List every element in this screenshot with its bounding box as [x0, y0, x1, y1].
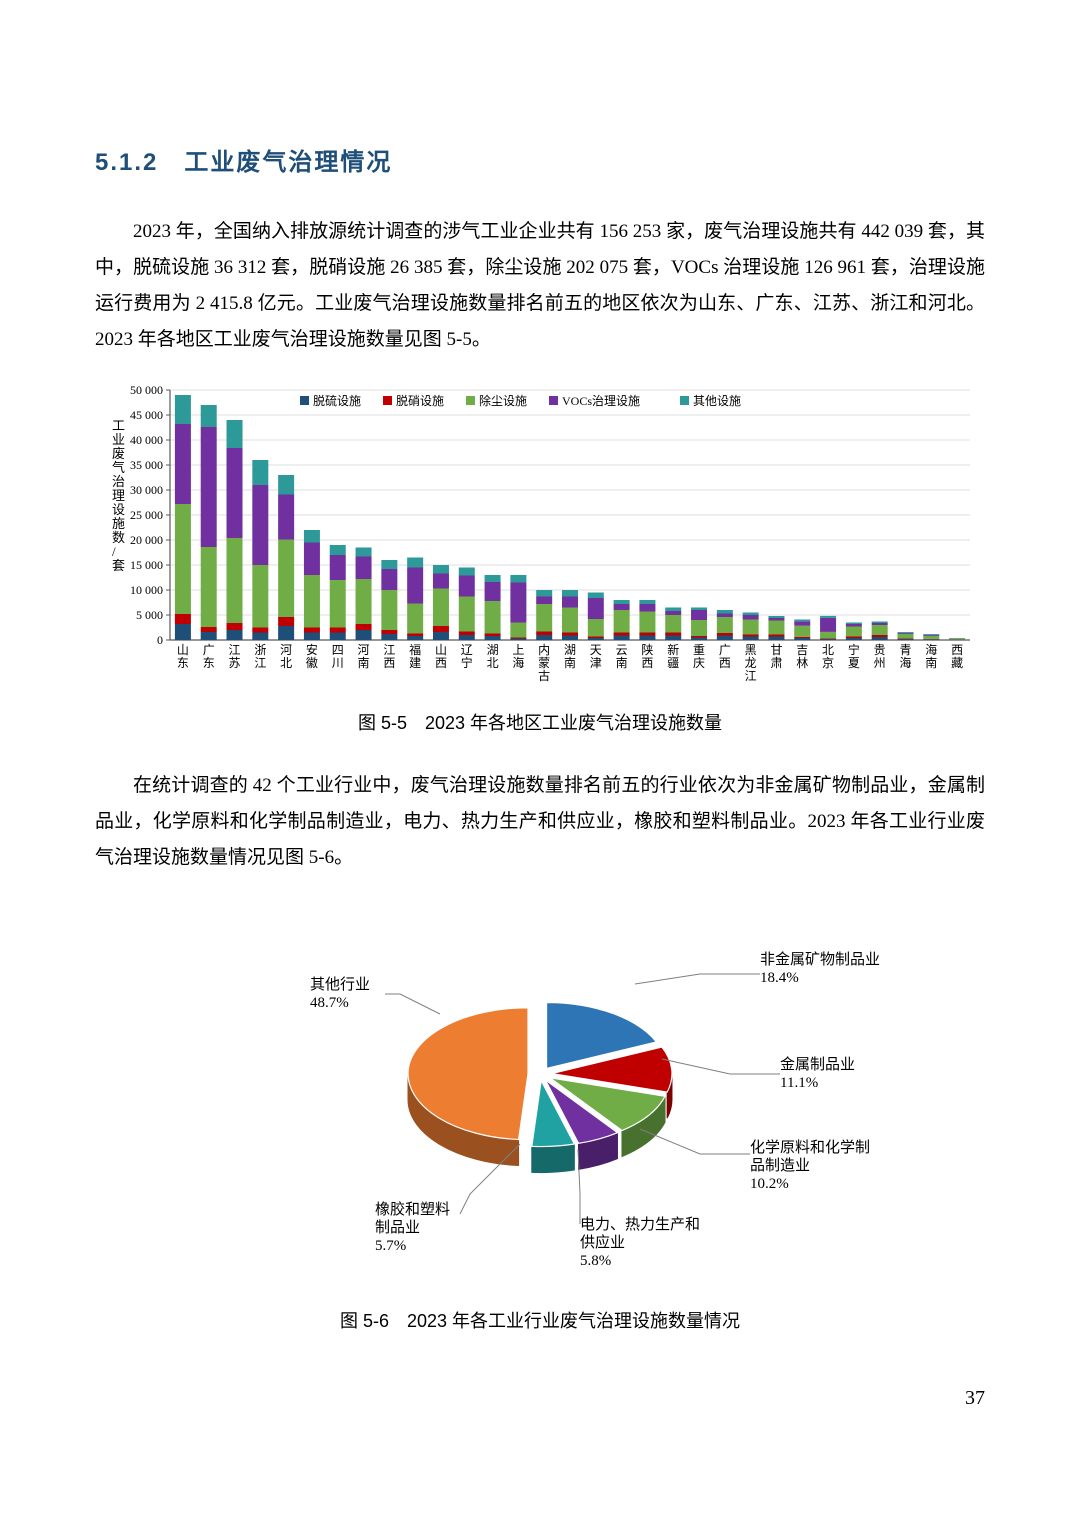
svg-text:山西: 山西 — [435, 643, 447, 670]
svg-text:黑龙江: 黑龙江 — [745, 643, 757, 683]
svg-text:非金属矿物制品业18.4%: 非金属矿物制品业18.4% — [760, 951, 880, 986]
svg-text:新疆: 新疆 — [667, 642, 679, 670]
section-heading: 5.1.2 工业废气治理情况 — [95, 140, 985, 186]
paragraph-1: 2023 年，全国纳入排放源统计调查的涉气工业企业共有 156 253 家，废气… — [95, 214, 985, 358]
svg-text:江西: 江西 — [383, 643, 395, 670]
svg-text:西藏: 西藏 — [951, 643, 963, 670]
svg-text:0: 0 — [157, 633, 163, 647]
svg-text:浙江: 浙江 — [254, 643, 266, 670]
svg-text:45 000: 45 000 — [130, 408, 163, 422]
svg-text:辽宁: 辽宁 — [461, 643, 473, 670]
svg-text:湖北: 湖北 — [487, 642, 499, 670]
svg-text:湖南: 湖南 — [564, 642, 576, 670]
heading-title: 工业废气治理情况 — [184, 149, 392, 176]
svg-text:橡胶和塑料制品业5.7%: 橡胶和塑料制品业5.7% — [375, 1201, 450, 1254]
svg-text:化学原料和化学制品制造业10.2%: 化学原料和化学制品制造业10.2% — [750, 1139, 870, 1192]
bar-chart: 0 5 000 10 000 15 000 20 000 25 000 30 000 35 0… — [100, 376, 980, 696]
svg-text:重庆: 重庆 — [693, 643, 705, 670]
svg-text:40 000: 40 000 — [130, 433, 163, 447]
heading-number: 5.1.2 — [95, 149, 158, 176]
svg-text:VOCs治理设施: VOCs治理设施 — [562, 394, 640, 408]
svg-text:其他设施: 其他设施 — [693, 394, 741, 408]
svg-text:广西: 广西 — [719, 643, 731, 670]
bar-chart-wrap: 0 5 000 10 000 15 000 20 000 25 000 30 000 35 0… — [95, 376, 985, 696]
svg-text:上海: 上海 — [512, 643, 524, 670]
svg-text:河南: 河南 — [358, 643, 370, 670]
svg-text:工业废气治理设施数/套: 工业废气治理设施数/套 — [112, 418, 125, 573]
svg-text:5 000: 5 000 — [136, 608, 163, 622]
svg-text:福建: 福建 — [409, 642, 421, 670]
svg-text:脱硫设施: 脱硫设施 — [313, 393, 361, 408]
svg-text:四川: 四川 — [332, 643, 344, 670]
svg-text:25 000: 25 000 — [130, 508, 163, 522]
svg-text:内蒙古: 内蒙古 — [538, 643, 550, 683]
svg-text:安徽: 安徽 — [306, 642, 318, 670]
svg-text:山东: 山东 — [177, 643, 189, 670]
svg-text:甘肃: 甘肃 — [770, 643, 782, 670]
svg-text:宁夏: 宁夏 — [848, 642, 860, 670]
svg-text:贵州: 贵州 — [874, 643, 886, 670]
svg-text:海南: 海南 — [925, 642, 937, 670]
svg-text:北京: 北京 — [822, 643, 834, 670]
svg-text:河北: 河北 — [280, 643, 292, 670]
svg-text:10 000: 10 000 — [130, 583, 163, 597]
svg-text:吉林: 吉林 — [796, 643, 808, 670]
svg-text:电力、热力生产和供应业5.8%: 电力、热力生产和供应业5.8% — [580, 1216, 700, 1269]
svg-text:脱硝设施: 脱硝设施 — [396, 393, 444, 408]
svg-text:30 000: 30 000 — [130, 483, 163, 497]
svg-text:除尘设施: 除尘设施 — [479, 393, 527, 408]
svg-text:其他行业48.7%: 其他行业48.7% — [310, 976, 370, 1011]
svg-text:50 000: 50 000 — [130, 383, 163, 397]
svg-text:15 000: 15 000 — [130, 558, 163, 572]
svg-text:江苏: 江苏 — [229, 643, 241, 670]
page-number: 37 — [95, 1379, 985, 1417]
svg-text:广东: 广东 — [203, 643, 215, 670]
bar-chart-caption: 图 5-5 2023 年各地区工业废气治理设施数量 — [95, 706, 985, 740]
svg-text:陕西: 陕西 — [641, 642, 653, 670]
svg-text:云南: 云南 — [616, 643, 628, 670]
svg-text:20 000: 20 000 — [130, 533, 163, 547]
svg-text:35 000: 35 000 — [130, 458, 163, 472]
pie-chart: 非金属矿物制品业18.4% 金属制品业11.1% 化学原料和化学制品制造业10.2%… — [140, 894, 940, 1294]
svg-text:金属制品业11.1%: 金属制品业11.1% — [780, 1056, 855, 1091]
svg-text:青海: 青海 — [899, 643, 911, 670]
paragraph-2: 在统计调查的 42 个工业行业中，废气治理设施数量排名前五的行业依次为非金属矿物… — [95, 768, 985, 876]
pie-chart-wrap: 非金属矿物制品业18.4% 金属制品业11.1% 化学原料和化学制品制造业10.2%… — [95, 894, 985, 1294]
pie-chart-caption: 图 5-6 2023 年各工业行业废气治理设施数量情况 — [95, 1304, 985, 1338]
svg-text:天津: 天津 — [590, 643, 602, 670]
